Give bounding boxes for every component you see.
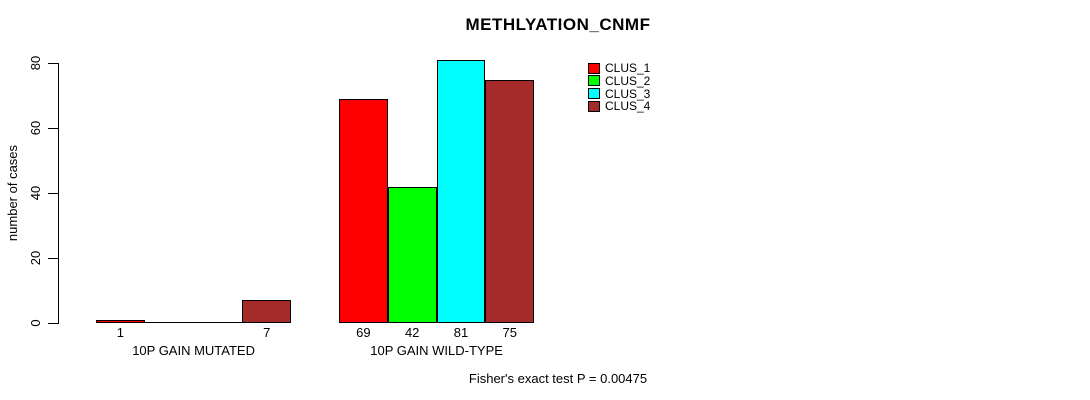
bar-clus-3-10p-gain-wild-type (436, 60, 486, 323)
legend-item-label: CLUS_2 (605, 73, 651, 88)
y-axis-tick-label: 80 (28, 56, 43, 71)
bar-clus-3-10p-gain-mutated (193, 322, 243, 323)
bar-value-label: 81 (453, 325, 469, 340)
bar-clus-1-10p-gain-wild-type (339, 99, 388, 323)
chart-title: METHLYATION_CNMF (465, 15, 651, 34)
bar-clus-2-10p-gain-wild-type (387, 186, 437, 323)
y-axis-tick (48, 323, 58, 324)
y-axis-tick-label: 20 (28, 250, 43, 266)
bar-value-label: 69 (356, 325, 371, 340)
legend-item-clus-3: CLUS_3 (588, 87, 650, 100)
legend-swatch-clus-2 (588, 75, 600, 87)
legend-item-label: CLUS_4 (605, 99, 651, 114)
y-axis-tick-label: 60 (28, 121, 43, 136)
y-axis-label: number of cases (5, 144, 20, 242)
legend-item-clus-1: CLUS_1 (588, 62, 650, 75)
legend-item-clus-2: CLUS_2 (588, 75, 650, 88)
y-axis-tick-label: 0 (28, 319, 43, 327)
bar-clus-4-10p-gain-mutated (242, 300, 292, 323)
legend-swatch-clus-1 (588, 62, 600, 74)
legend-item-clus-4: CLUS_4 (588, 100, 650, 113)
y-axis-tick (48, 193, 58, 195)
bar-value-label: 1 (116, 325, 125, 340)
bar-value-label: 75 (502, 325, 518, 340)
y-axis-tick-label: 40 (28, 185, 43, 201)
legend-swatch-clus-3 (588, 88, 600, 100)
y-axis-tick (48, 128, 58, 130)
y-axis-tick (48, 63, 58, 65)
stats-footer: Fisher's exact test P = 0.00475 (468, 371, 648, 386)
legend: CLUS_1 CLUS_2 CLUS_3 CLUS_4 (588, 62, 650, 113)
legend-item-label: CLUS_1 (605, 61, 651, 76)
x-category-label: 10P GAIN MUTATED (132, 343, 255, 358)
legend-swatch-clus-4 (588, 100, 600, 112)
bar-clus-2-10p-gain-mutated (144, 322, 194, 323)
bar-value-label: 7 (263, 325, 271, 340)
bar-value-label: 42 (404, 325, 420, 340)
y-axis-tick (48, 258, 58, 260)
bar-clus-4-10p-gain-wild-type (485, 79, 535, 323)
y-axis-line (58, 63, 59, 324)
x-category-label: 10P GAIN WILD-TYPE (370, 343, 503, 358)
bar-clus-1-10p-gain-mutated (96, 319, 145, 323)
legend-item-label: CLUS_3 (605, 86, 651, 101)
